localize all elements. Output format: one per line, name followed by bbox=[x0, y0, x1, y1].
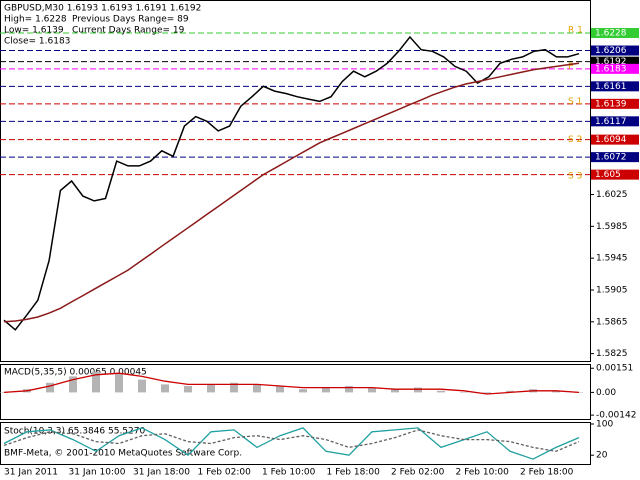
histogram-bar bbox=[115, 373, 123, 393]
y-tick-label: 20 bbox=[596, 451, 608, 461]
histogram-bar bbox=[230, 382, 238, 393]
histogram-bar bbox=[92, 371, 100, 393]
pivot-label: P bbox=[568, 62, 574, 72]
y-tick-label: 1.5825 bbox=[596, 349, 628, 359]
level-box bbox=[591, 116, 639, 127]
stoch-title: Stoch(10,3,3) 65.3846 55.5270 bbox=[4, 427, 145, 437]
histogram-bar bbox=[253, 384, 261, 393]
x-tick-label: 2 Feb 10:00 bbox=[456, 468, 510, 478]
histogram-bar bbox=[0, 392, 8, 393]
histogram-bar bbox=[345, 386, 353, 393]
level-box bbox=[591, 63, 639, 74]
info-text: Current Days Range= 19 bbox=[72, 26, 185, 36]
histogram-bar bbox=[437, 390, 445, 393]
histogram-bar bbox=[207, 384, 215, 393]
series-line bbox=[3, 62, 580, 323]
histogram-bar bbox=[46, 382, 54, 393]
main-panel bbox=[0, 0, 591, 362]
level-box bbox=[591, 152, 639, 163]
level-label: 1.6139 bbox=[595, 99, 627, 109]
pivot-label: S 3 bbox=[568, 172, 582, 182]
histogram-bar bbox=[552, 390, 560, 393]
level-box bbox=[591, 169, 639, 180]
level-label: 1.6183 bbox=[595, 64, 627, 74]
level-box bbox=[591, 98, 639, 109]
level-label: 1.6161 bbox=[595, 82, 627, 92]
histogram-bar bbox=[276, 386, 284, 393]
level-label: 1.605 bbox=[595, 170, 621, 180]
level-label: 1.6228 bbox=[595, 29, 627, 39]
level-box bbox=[591, 56, 639, 67]
level-box bbox=[591, 45, 639, 56]
y-tick-label: 1.5985 bbox=[596, 222, 628, 232]
info-text: Close= 1.6183 bbox=[4, 37, 70, 47]
info-text: High= 1.6228 bbox=[4, 15, 67, 25]
x-tick-label: 1 Feb 18:00 bbox=[327, 468, 381, 478]
info-text: Low= 1.6139 bbox=[4, 26, 64, 36]
y-tick-label: -0.00142 bbox=[596, 411, 636, 421]
pivot-label: S 2 bbox=[568, 135, 582, 145]
footer: BMF-Meta, © 2001-2010 MetaQuotes Softwar… bbox=[4, 449, 242, 459]
level-label: 1.6072 bbox=[595, 153, 627, 163]
level-label: 1.6206 bbox=[595, 46, 627, 56]
y-tick-label: 0.00 bbox=[596, 388, 616, 398]
level-label: 1.6117 bbox=[595, 117, 627, 127]
y-tick-label: 0.00151 bbox=[596, 364, 633, 374]
histogram-bar bbox=[368, 387, 376, 393]
level-label: 1.6094 bbox=[595, 135, 627, 145]
histogram-bar bbox=[322, 387, 330, 393]
histogram-bar bbox=[299, 389, 307, 393]
histogram-bar bbox=[69, 376, 77, 393]
x-tick-label: 1 Feb 02:00 bbox=[198, 468, 252, 478]
histogram-bar bbox=[391, 389, 399, 393]
y-tick-label: 1.5945 bbox=[596, 254, 628, 264]
histogram-bar bbox=[575, 392, 583, 393]
histogram-bar bbox=[184, 386, 192, 393]
level-box bbox=[591, 134, 639, 145]
x-tick-label: 31 Jan 10:00 bbox=[69, 468, 126, 478]
x-tick-label: 2 Feb 18:00 bbox=[520, 468, 574, 478]
series-line bbox=[3, 35, 580, 331]
stoch-panel bbox=[0, 422, 591, 465]
y-tick-label: 100 bbox=[596, 420, 613, 430]
level-label: 1.6192 bbox=[595, 57, 627, 67]
series-line bbox=[3, 372, 580, 395]
histogram-bar bbox=[138, 379, 146, 393]
y-tick-label: 1.5865 bbox=[596, 317, 628, 327]
histogram-bar bbox=[483, 392, 491, 394]
x-tick-label: 31 Jan 2011 bbox=[4, 468, 58, 478]
pivot-label: S 1 bbox=[568, 97, 582, 107]
histogram-bar bbox=[414, 387, 422, 393]
y-tick-label: 1.6025 bbox=[596, 190, 628, 200]
pivot-label: R 1 bbox=[568, 25, 583, 35]
x-tick-label: 1 Feb 10:00 bbox=[262, 468, 316, 478]
chart-title: GBPUSD,M30 1.6193 1.6193 1.6191 1.6192 bbox=[4, 4, 201, 14]
macd-title: MACD(5,35,5) 0.00065 0.00045 bbox=[4, 368, 147, 378]
series-line bbox=[3, 427, 580, 460]
histogram-bar bbox=[460, 392, 468, 393]
x-tick-label: 2 Feb 02:00 bbox=[391, 468, 445, 478]
y-tick-label: 1.5905 bbox=[596, 285, 628, 295]
level-box bbox=[591, 28, 639, 39]
histogram-bar bbox=[506, 390, 514, 393]
x-tick-label: 31 Jan 18:00 bbox=[133, 468, 190, 478]
level-box bbox=[591, 81, 639, 92]
series-line bbox=[3, 429, 580, 452]
histogram-bar bbox=[161, 384, 169, 393]
info-text: Previous Days Range= 89 bbox=[72, 15, 189, 25]
